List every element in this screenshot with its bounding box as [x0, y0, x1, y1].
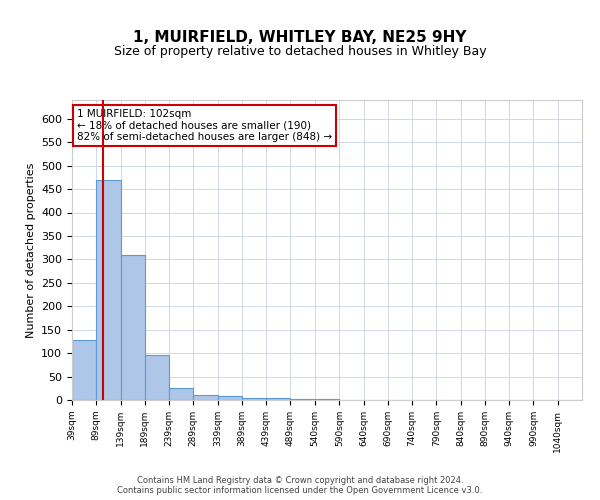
- Bar: [169, 388, 193, 400]
- Text: Contains HM Land Registry data © Crown copyright and database right 2024.
Contai: Contains HM Land Registry data © Crown c…: [118, 476, 482, 495]
- Bar: [290, 398, 314, 400]
- Bar: [193, 396, 218, 400]
- Text: 1 MUIRFIELD: 102sqm
← 18% of detached houses are smaller (190)
82% of semi-detac: 1 MUIRFIELD: 102sqm ← 18% of detached ho…: [77, 109, 332, 142]
- Bar: [121, 254, 145, 400]
- Bar: [242, 398, 266, 400]
- Text: 1, MUIRFIELD, WHITLEY BAY, NE25 9HY: 1, MUIRFIELD, WHITLEY BAY, NE25 9HY: [133, 30, 467, 45]
- Bar: [72, 340, 96, 400]
- Bar: [218, 396, 242, 400]
- Bar: [266, 398, 290, 400]
- Bar: [145, 356, 169, 400]
- Bar: [315, 399, 340, 400]
- Bar: [96, 180, 121, 400]
- Y-axis label: Number of detached properties: Number of detached properties: [26, 162, 35, 338]
- Text: Size of property relative to detached houses in Whitley Bay: Size of property relative to detached ho…: [113, 45, 487, 58]
